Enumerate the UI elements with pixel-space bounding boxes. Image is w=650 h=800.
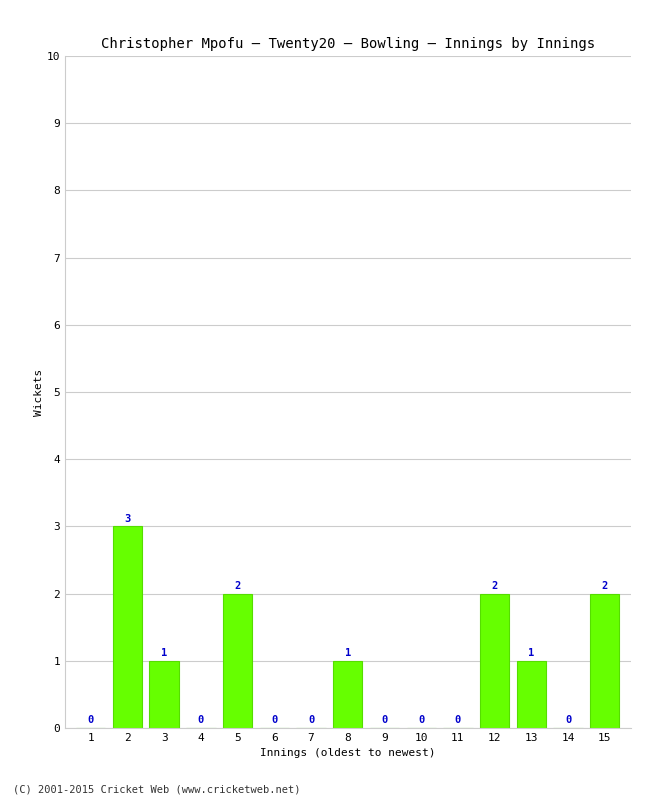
Text: 0: 0 [565, 715, 571, 726]
Bar [480, 594, 510, 728]
Text: (C) 2001-2015 Cricket Web (www.cricketweb.net): (C) 2001-2015 Cricket Web (www.cricketwe… [13, 784, 300, 794]
Text: 1: 1 [161, 648, 167, 658]
Text: 0: 0 [308, 715, 314, 726]
Text: 2: 2 [602, 581, 608, 591]
Text: 2: 2 [491, 581, 498, 591]
Bar [112, 526, 142, 728]
Bar [517, 661, 546, 728]
Bar [150, 661, 179, 728]
Text: 3: 3 [124, 514, 131, 524]
Text: 0: 0 [418, 715, 424, 726]
Title: Christopher Mpofu – Twenty20 – Bowling – Innings by Innings: Christopher Mpofu – Twenty20 – Bowling –… [101, 37, 595, 50]
Text: 0: 0 [455, 715, 461, 726]
Text: 0: 0 [271, 715, 278, 726]
Bar [333, 661, 363, 728]
Text: 0: 0 [382, 715, 387, 726]
Bar [223, 594, 252, 728]
Text: 1: 1 [344, 648, 351, 658]
Text: 0: 0 [198, 715, 204, 726]
Text: 1: 1 [528, 648, 534, 658]
Bar [590, 594, 619, 728]
Text: 2: 2 [235, 581, 240, 591]
Y-axis label: Wickets: Wickets [34, 368, 44, 416]
Text: 0: 0 [88, 715, 94, 726]
X-axis label: Innings (oldest to newest): Innings (oldest to newest) [260, 749, 436, 758]
